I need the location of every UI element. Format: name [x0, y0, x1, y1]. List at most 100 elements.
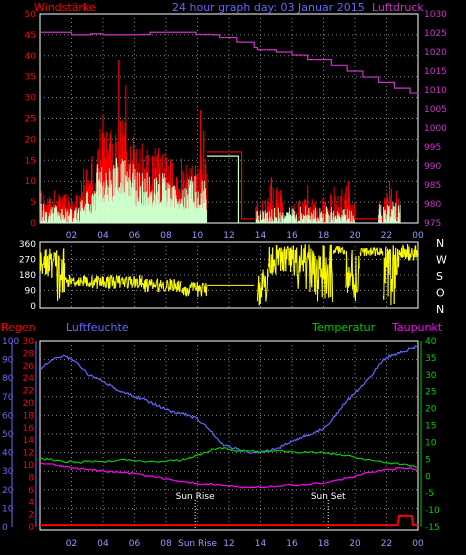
humidity-tick-label: 60 [2, 411, 14, 421]
graph-title: 24 hour graph day: 03 Januar 2015 [172, 1, 365, 14]
pressure-axis-labels: 975 980 985 990 995 1000 1005 1010 1015 1020 1025 1… [424, 10, 447, 229]
wind-tick-label: 30 [25, 94, 37, 104]
rain-tick-label: 8 [28, 473, 34, 483]
pressure-tick-label: 1020 [424, 48, 447, 58]
rain-tick-label: 22 [23, 387, 34, 397]
dewpoint-label: Taupunkt [391, 321, 443, 334]
humidity-tick-label: 0 [2, 523, 8, 533]
humidity-tick-label: 10 [2, 504, 14, 514]
wind-tick-label: 45 [25, 31, 36, 41]
rain-label: Regen [1, 321, 36, 334]
temp-tick-label: 25 [425, 388, 436, 398]
x-tick-label: 02 [66, 231, 77, 241]
temp-tick-label: 5 [425, 455, 431, 465]
temperature-line [39, 446, 419, 469]
temp-tick-label: -10 [425, 506, 440, 516]
dewpoint-line [39, 462, 419, 489]
x-tick-label: 00 [412, 539, 424, 549]
x-tick-label: 04 [97, 539, 109, 549]
x-tick-label: 16 [286, 539, 298, 549]
pressure-tick-label: 1010 [424, 86, 447, 96]
climate-panel-data: Sun Rise Sun Set [39, 345, 419, 530]
direction-tick-label: 90 [25, 287, 37, 297]
x-tick-label: 10 [192, 231, 204, 241]
rain-line [40, 514, 418, 527]
rain-tick-label: 4 [28, 498, 34, 508]
rain-tick-label: 18 [23, 411, 35, 421]
direction-tick-label: 0 [30, 302, 36, 312]
direction-tick-label: 180 [19, 271, 36, 281]
humidity-tick-label: 70 [2, 393, 14, 403]
pressure-tick-label: 980 [424, 200, 441, 210]
rain-tick-label: 14 [23, 436, 35, 446]
climate-x-tick-labels: 02 04 06 08 Sun Rise 12 14 16 18 20 22 00 [66, 539, 424, 549]
direction-panel-grid [40, 242, 418, 308]
rain-tick-label: 10 [23, 461, 35, 471]
compass-label: N [436, 303, 444, 316]
temp-tick-label: 30 [425, 371, 437, 381]
climate-panel-grid [40, 341, 418, 530]
wind-tick-label: 25 [25, 115, 36, 125]
wind-tick-label: 35 [25, 73, 36, 83]
compass-label: O [436, 287, 445, 300]
wind-axis-labels: 0 5 10 15 20 25 30 35 40 45 50 [25, 10, 37, 229]
x-tick-label: 00 [412, 231, 424, 241]
temp-tick-label: 40 [425, 337, 437, 347]
sun-rise-label: Sun Rise [176, 492, 215, 502]
rain-tick-label: 26 [23, 362, 35, 372]
pressure-tick-label: 985 [424, 181, 441, 191]
humidity-label: Luftfeuchte [66, 321, 129, 334]
rain-tick-label: 24 [23, 374, 35, 384]
x-tick-label: 14 [255, 539, 267, 549]
wind-tick-label: 15 [25, 156, 36, 166]
humidity-tick-label: 100 [2, 337, 19, 347]
wind-label: Windstärke [34, 1, 96, 14]
rain-tick-label: 2 [28, 511, 34, 521]
x-tick-label: 22 [381, 231, 392, 241]
rain-tick-label: 6 [28, 486, 34, 496]
temp-tick-label: 20 [425, 405, 437, 415]
temp-tick-label: 10 [425, 438, 437, 448]
compass-label: W [436, 254, 447, 267]
pressure-line [40, 31, 419, 94]
climate-axes: 0102030405060708090100024681012141618202… [2, 337, 440, 533]
pressure-tick-label: 1025 [424, 29, 447, 39]
humidity-tick-label: 20 [2, 486, 14, 496]
x-tick-label: 18 [318, 231, 330, 241]
x-tick-label: 08 [160, 231, 172, 241]
rain-tick-label: 30 [23, 337, 35, 347]
temp-tick-label: -5 [425, 489, 434, 499]
direction-axis-labels: 0 90 180 270 360 [19, 240, 36, 312]
direction-tick-label: 360 [19, 240, 36, 250]
temp-tick-label: -15 [425, 523, 440, 533]
pressure-tick-label: 1000 [424, 124, 447, 134]
pressure-tick-label: 1015 [424, 67, 447, 77]
rain-tick-label: 20 [23, 399, 35, 409]
humidity-tick-label: 40 [2, 449, 14, 459]
x-tick-label: 20 [349, 539, 361, 549]
humidity-tick-label: 90 [2, 356, 14, 366]
x-tick-label: 06 [129, 231, 141, 241]
x-tick-label: 08 [160, 539, 172, 549]
humidity-tick-label: 30 [2, 467, 14, 477]
humidity-tick-label: 50 [2, 430, 14, 440]
compass-label: N [436, 237, 444, 250]
pressure-tick-label: 975 [424, 219, 441, 229]
pressure-tick-label: 1030 [424, 10, 447, 20]
x-tick-label: 12 [223, 231, 234, 241]
x-tick-label: 16 [286, 231, 298, 241]
pressure-tick-label: 995 [424, 143, 441, 153]
wind-panel-data [39, 31, 419, 223]
x-tick-label: 02 [66, 539, 77, 549]
rain-tick-label: 12 [23, 449, 34, 459]
humidity-line [39, 345, 419, 454]
temp-tick-label: 15 [425, 422, 436, 432]
direction-panel-data [39, 244, 419, 306]
humidity-tick-label: 80 [2, 374, 14, 384]
wind-tick-label: 10 [25, 177, 37, 187]
wind-gust-flat [206, 151, 255, 220]
pressure-tick-label: 990 [424, 162, 441, 172]
direction-tick-label: 270 [19, 256, 36, 266]
x-tick-label: 06 [129, 539, 141, 549]
